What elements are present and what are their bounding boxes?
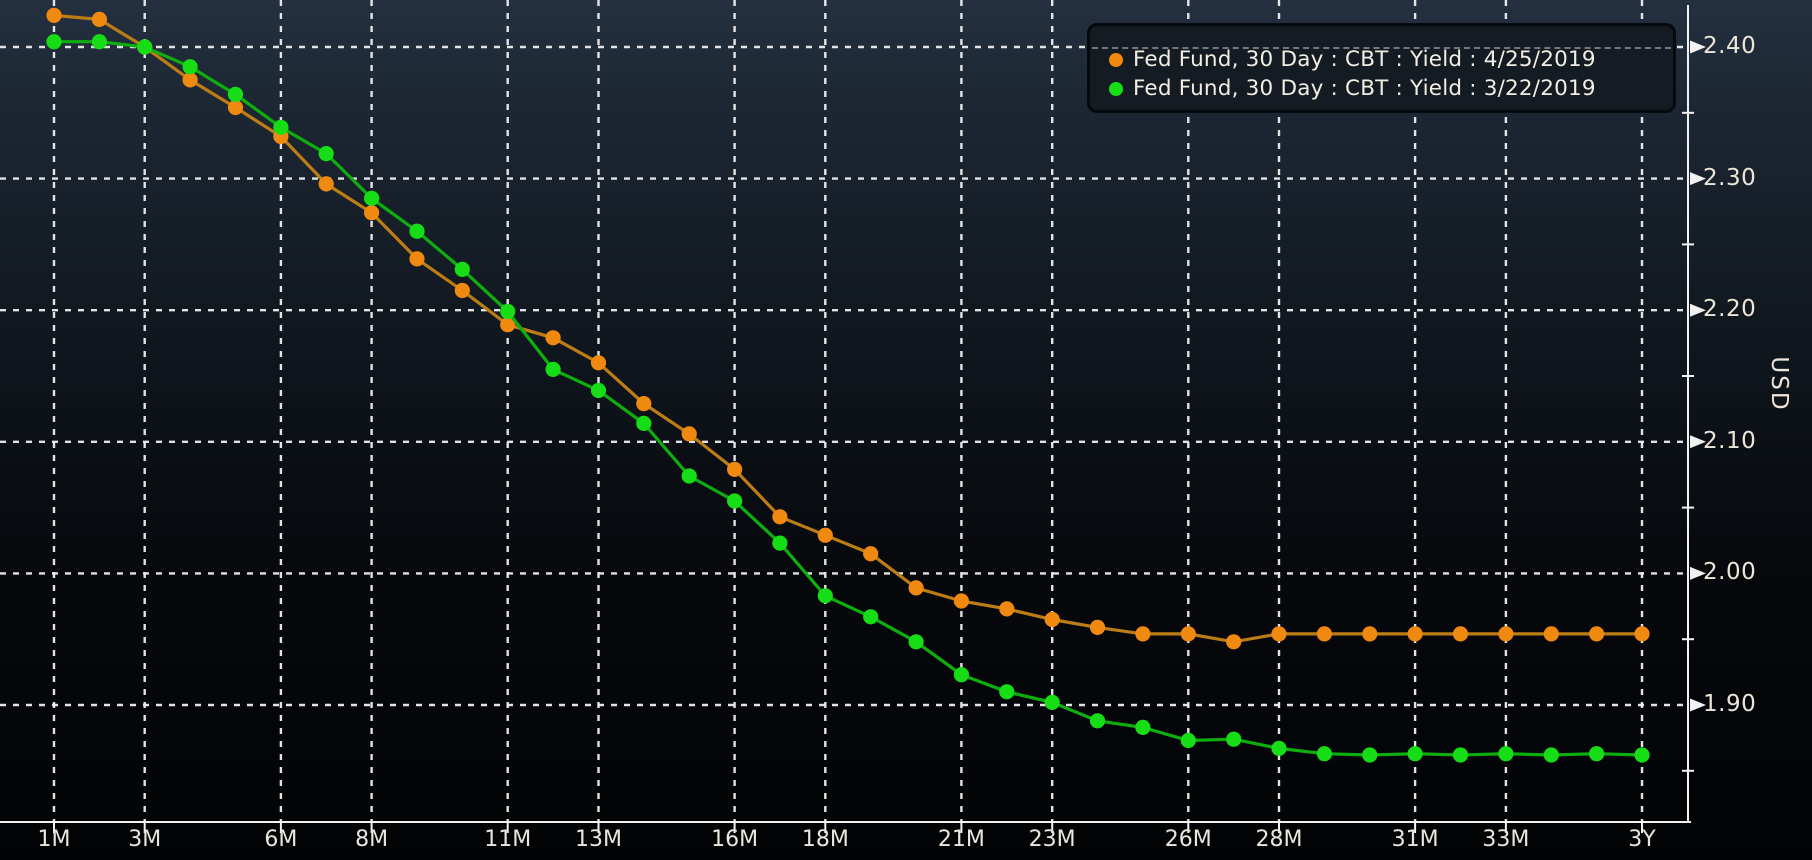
- x-tick-label: 28M: [1255, 827, 1303, 852]
- x-tick-label: 6M: [264, 827, 298, 852]
- x-tick-label: 31M: [1391, 827, 1439, 852]
- x-tick-label: 26M: [1164, 827, 1212, 852]
- x-tick-label: 11M: [484, 827, 532, 852]
- legend-item-yield-4-25-2019[interactable]: Fed Fund, 30 Day : CBT : Yield : 4/25/20…: [1090, 45, 1673, 74]
- series-marker-orange-icon: [1109, 52, 1123, 67]
- legend: Fed Fund, 30 Day : CBT : Yield : 4/25/20…: [1087, 23, 1676, 113]
- y-axis-unit-label: USD: [1766, 356, 1792, 412]
- x-tick-label: 33M: [1482, 827, 1530, 852]
- y-tick-label: 2.00: [1703, 559, 1757, 586]
- y-tick-label: 2.10: [1703, 427, 1757, 454]
- gridline-artifact: [1092, 47, 1671, 49]
- x-tick-label: 21M: [937, 827, 985, 852]
- y-tick-label: 1.90: [1703, 690, 1757, 717]
- legend-item-yield-3-22-2019[interactable]: Fed Fund, 30 Day : CBT : Yield : 3/22/20…: [1090, 74, 1673, 103]
- x-tick-label: 1M: [37, 827, 71, 852]
- x-tick-label: 8M: [355, 827, 389, 852]
- x-tick-label: 3Y: [1628, 827, 1656, 852]
- x-tick-label: 3M: [128, 827, 162, 852]
- x-tick-label: 23M: [1028, 827, 1076, 852]
- series-marker-green-icon: [1109, 81, 1123, 96]
- legend-label: Fed Fund, 30 Day : CBT : Yield : 3/22/20…: [1133, 76, 1596, 101]
- y-tick-label: 2.30: [1703, 164, 1757, 191]
- x-tick-label: 13M: [574, 827, 622, 852]
- x-tick-label: 16M: [711, 827, 759, 852]
- y-tick-label: 2.40: [1703, 32, 1757, 59]
- y-tick-label: 2.20: [1703, 296, 1757, 323]
- legend-label: Fed Fund, 30 Day : CBT : Yield : 4/25/20…: [1133, 47, 1596, 72]
- x-tick-label: 18M: [801, 827, 849, 852]
